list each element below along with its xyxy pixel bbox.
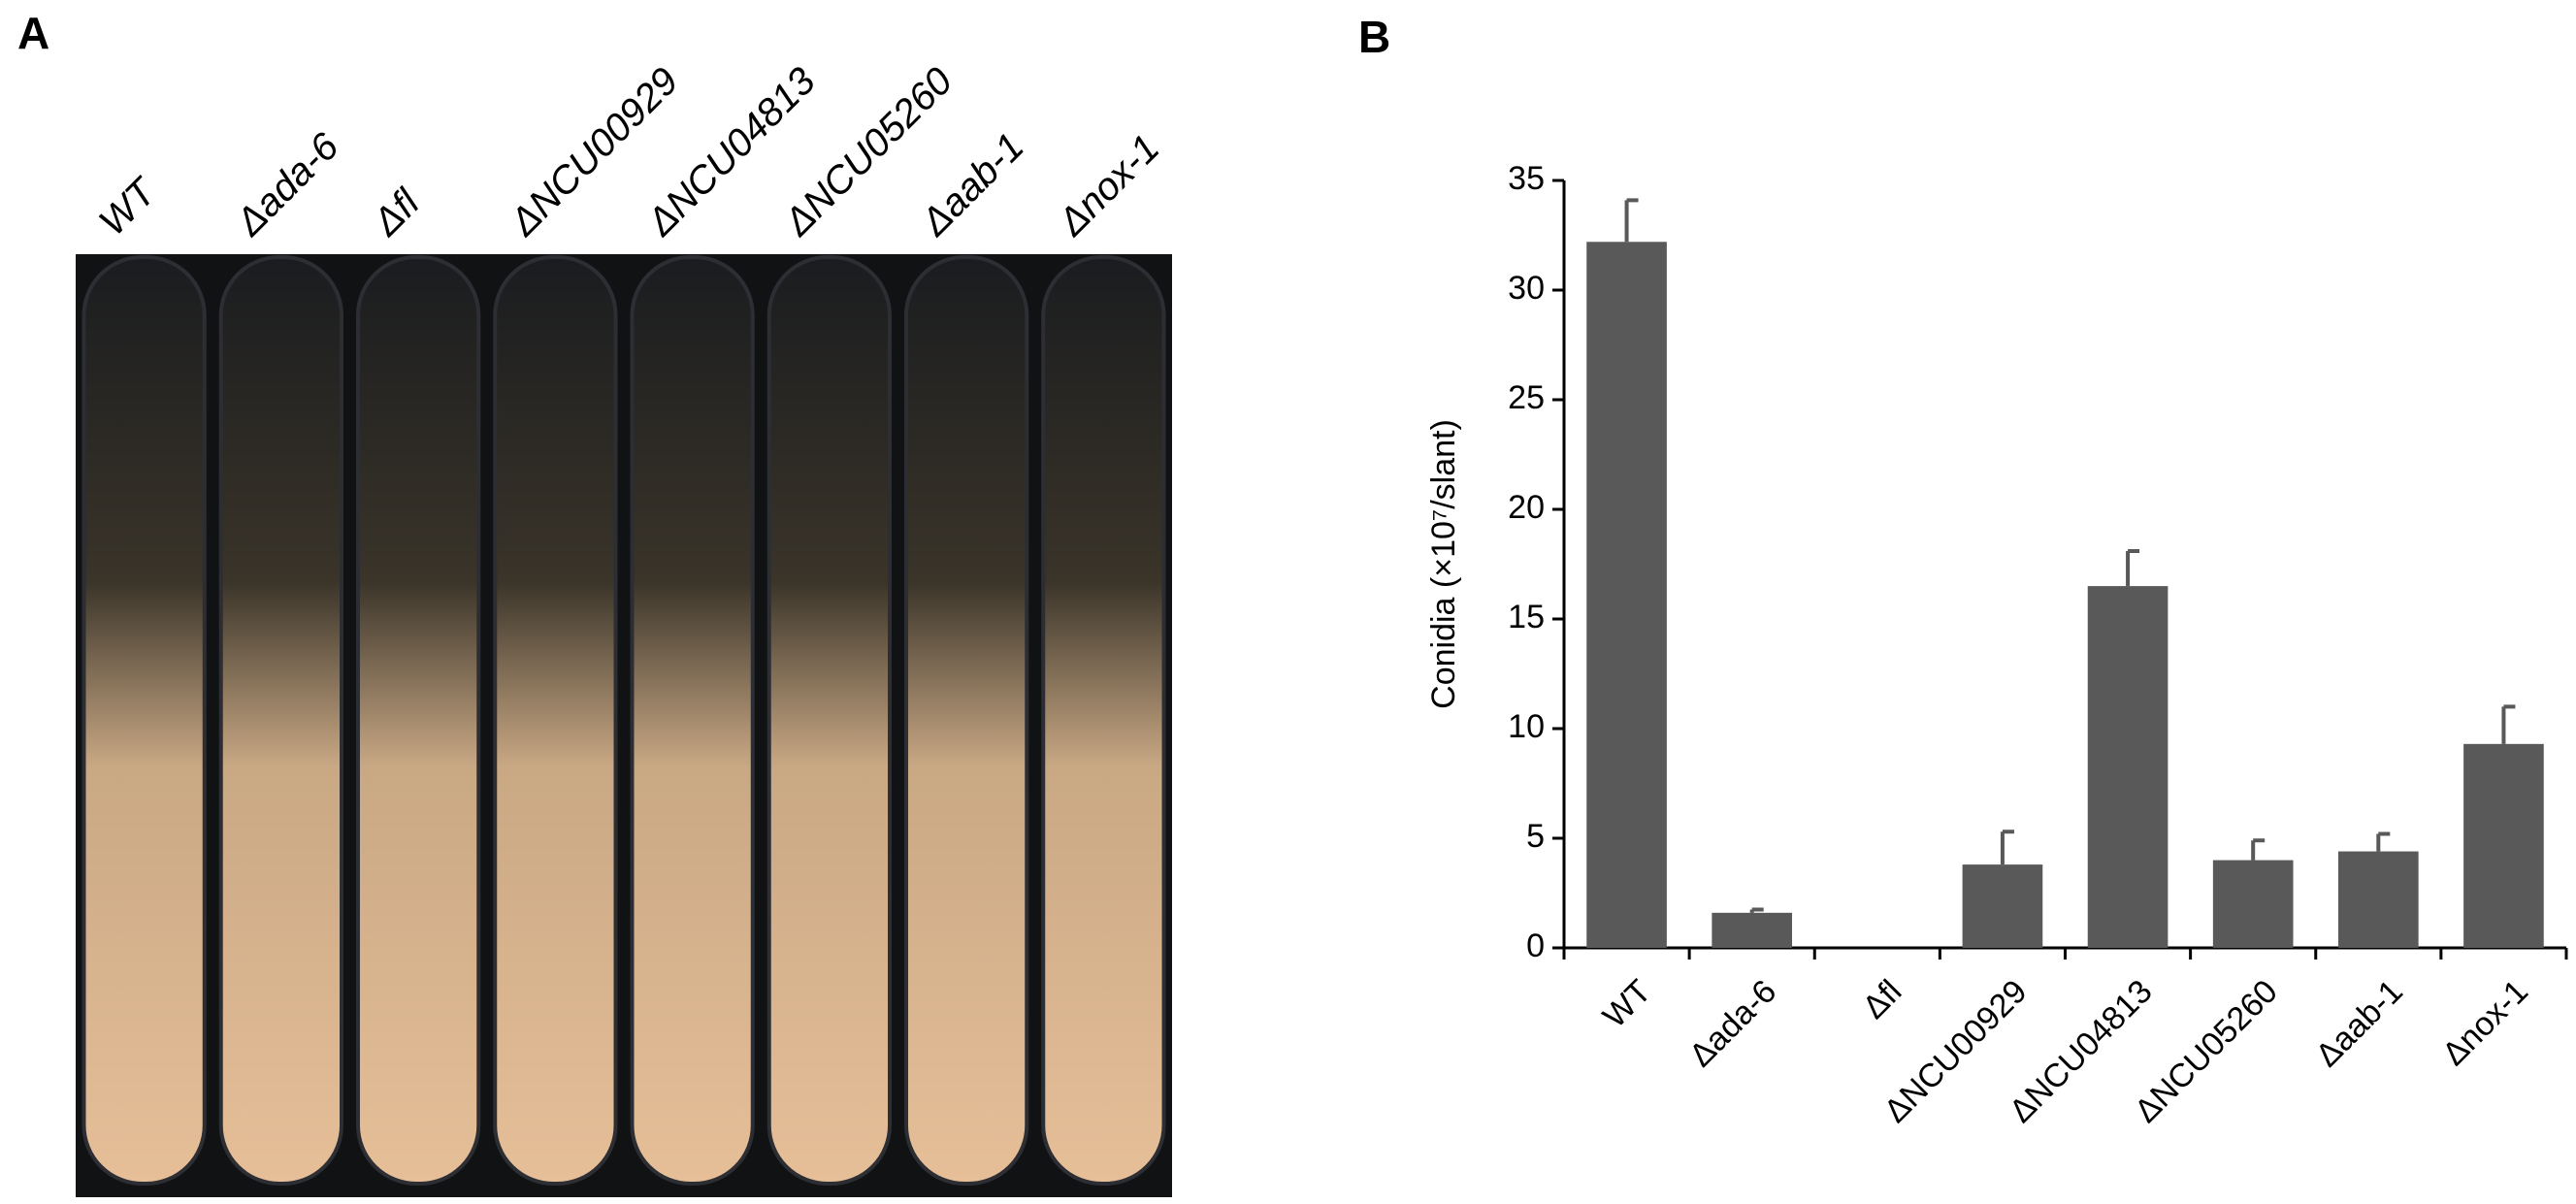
tube-label: WT — [91, 169, 166, 244]
y-tick-label: 5 — [1526, 818, 1545, 855]
panel-label: B — [1358, 12, 1390, 62]
tube — [493, 255, 618, 1186]
x-tick-label: Δaab-1 — [2309, 973, 2410, 1074]
error-bar — [2376, 831, 2391, 852]
tube-label: Δfl — [365, 180, 429, 244]
tube — [355, 255, 481, 1186]
panel-label: A — [17, 8, 49, 58]
bar — [2212, 860, 2294, 948]
y-tick-label: 30 — [1508, 270, 1545, 307]
y-axis-label: Conidia (×10⁷/slant) — [1425, 419, 1462, 709]
y-tick-label: 25 — [1508, 379, 1545, 416]
tube-label: Δnox-1 — [1050, 127, 1168, 245]
y-tick-label: 0 — [1526, 927, 1545, 964]
tube — [82, 255, 207, 1186]
y-tick-label: 10 — [1508, 708, 1545, 745]
error-bar — [2000, 830, 2014, 865]
error-bar — [2126, 548, 2140, 587]
y-tick-label: 35 — [1508, 160, 1545, 197]
x-tick-label: Δfl — [1855, 973, 1908, 1026]
bar — [1962, 864, 2043, 948]
y-tick-label: 15 — [1508, 599, 1545, 635]
tube-label: Δada-6 — [227, 124, 347, 244]
bar — [2463, 743, 2544, 948]
tube — [218, 255, 344, 1186]
error-bar — [1749, 907, 1764, 913]
tube — [630, 255, 755, 1186]
x-tick-label: WT — [1596, 973, 1658, 1035]
tube — [766, 255, 893, 1186]
bar — [2087, 586, 2168, 948]
error-bar — [1624, 198, 1639, 243]
bar — [1712, 912, 1793, 948]
y-tick-label: 20 — [1508, 489, 1545, 526]
tube — [903, 255, 1029, 1186]
x-tick-label: Δnox-1 — [2435, 973, 2535, 1073]
error-bar — [2251, 838, 2266, 861]
bar — [2337, 851, 2419, 948]
bar — [1586, 242, 1667, 948]
x-tick-label: Δada-6 — [1682, 973, 1783, 1074]
error-bar — [2501, 704, 2516, 744]
tube-label: Δaab-1 — [913, 125, 1032, 244]
bar-chart: 0 5 10 15 20 25 30 35 Conidia (×10⁷/slant) WT Δada… — [1425, 160, 2568, 1130]
tube — [1041, 255, 1166, 1186]
